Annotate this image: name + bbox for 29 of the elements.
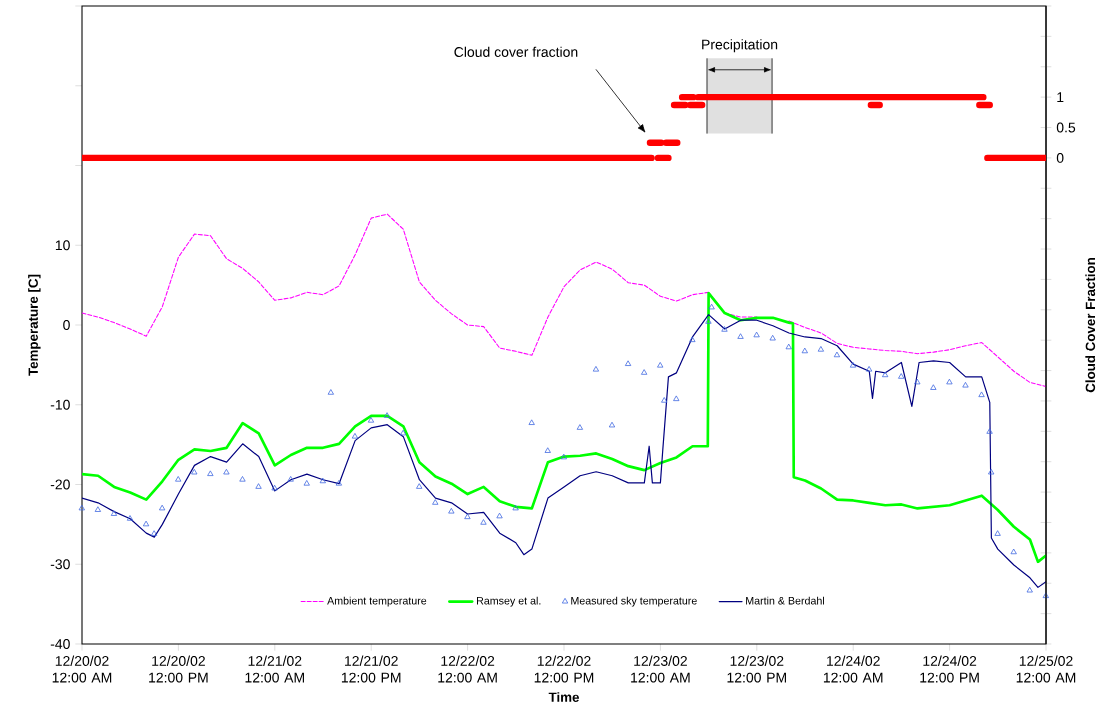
x-tick-label: 12/22/02 12:00 AM [438,655,497,683]
y-tick-label: 10 [55,240,70,251]
band-label: Precipitation [702,39,778,53]
y-tick-label: -10 [50,399,70,410]
x-tick-label: 12/24/02 12:00 AM [823,655,883,683]
y-tick-label: -30 [50,559,70,570]
x-tick-label: 12/23/02 12:00 PM [727,655,786,683]
legend-label: Martin & Berdahl [746,596,824,605]
x-tick-label: 12/24/02 12:00 PM [920,655,979,683]
x-tick-label: 12/20/02 12:00 AM [52,655,112,683]
y2-axis-title: Cloud Cover Fraction [1085,258,1096,393]
y2-tick-label: 0.5 [1056,122,1076,133]
x-axis-title: Time [548,692,579,702]
legend-label: Ramsey et al. [477,596,541,607]
y-tick-label: -40 [50,639,70,649]
y2-tick-label: 0 [1056,152,1064,163]
x-tick-label: 12/23/02 12:00 AM [631,655,690,683]
x-tick-label: 12/22/02 12:00 PM [534,655,594,683]
y2-tick-label: 1 [1057,92,1064,102]
x-tick-label: 12/25/02 12:00 AM [1016,655,1076,683]
legend-label: Ambient temperature [327,596,427,607]
annotation: Cloud cover fraction [454,46,578,57]
legend-label: Measured sky temperature [571,596,697,607]
x-tick-label: 12/20/02 12:00 PM [149,655,208,683]
y-axis-title: Temperature [C] [28,274,41,376]
x-tick-label: 12/21/02 12:00 PM [341,655,401,683]
y-tick-label: -20 [50,479,70,490]
y-tick-label: 0 [63,320,70,330]
x-tick-label: 12/21/02 12:00 AM [245,655,304,683]
